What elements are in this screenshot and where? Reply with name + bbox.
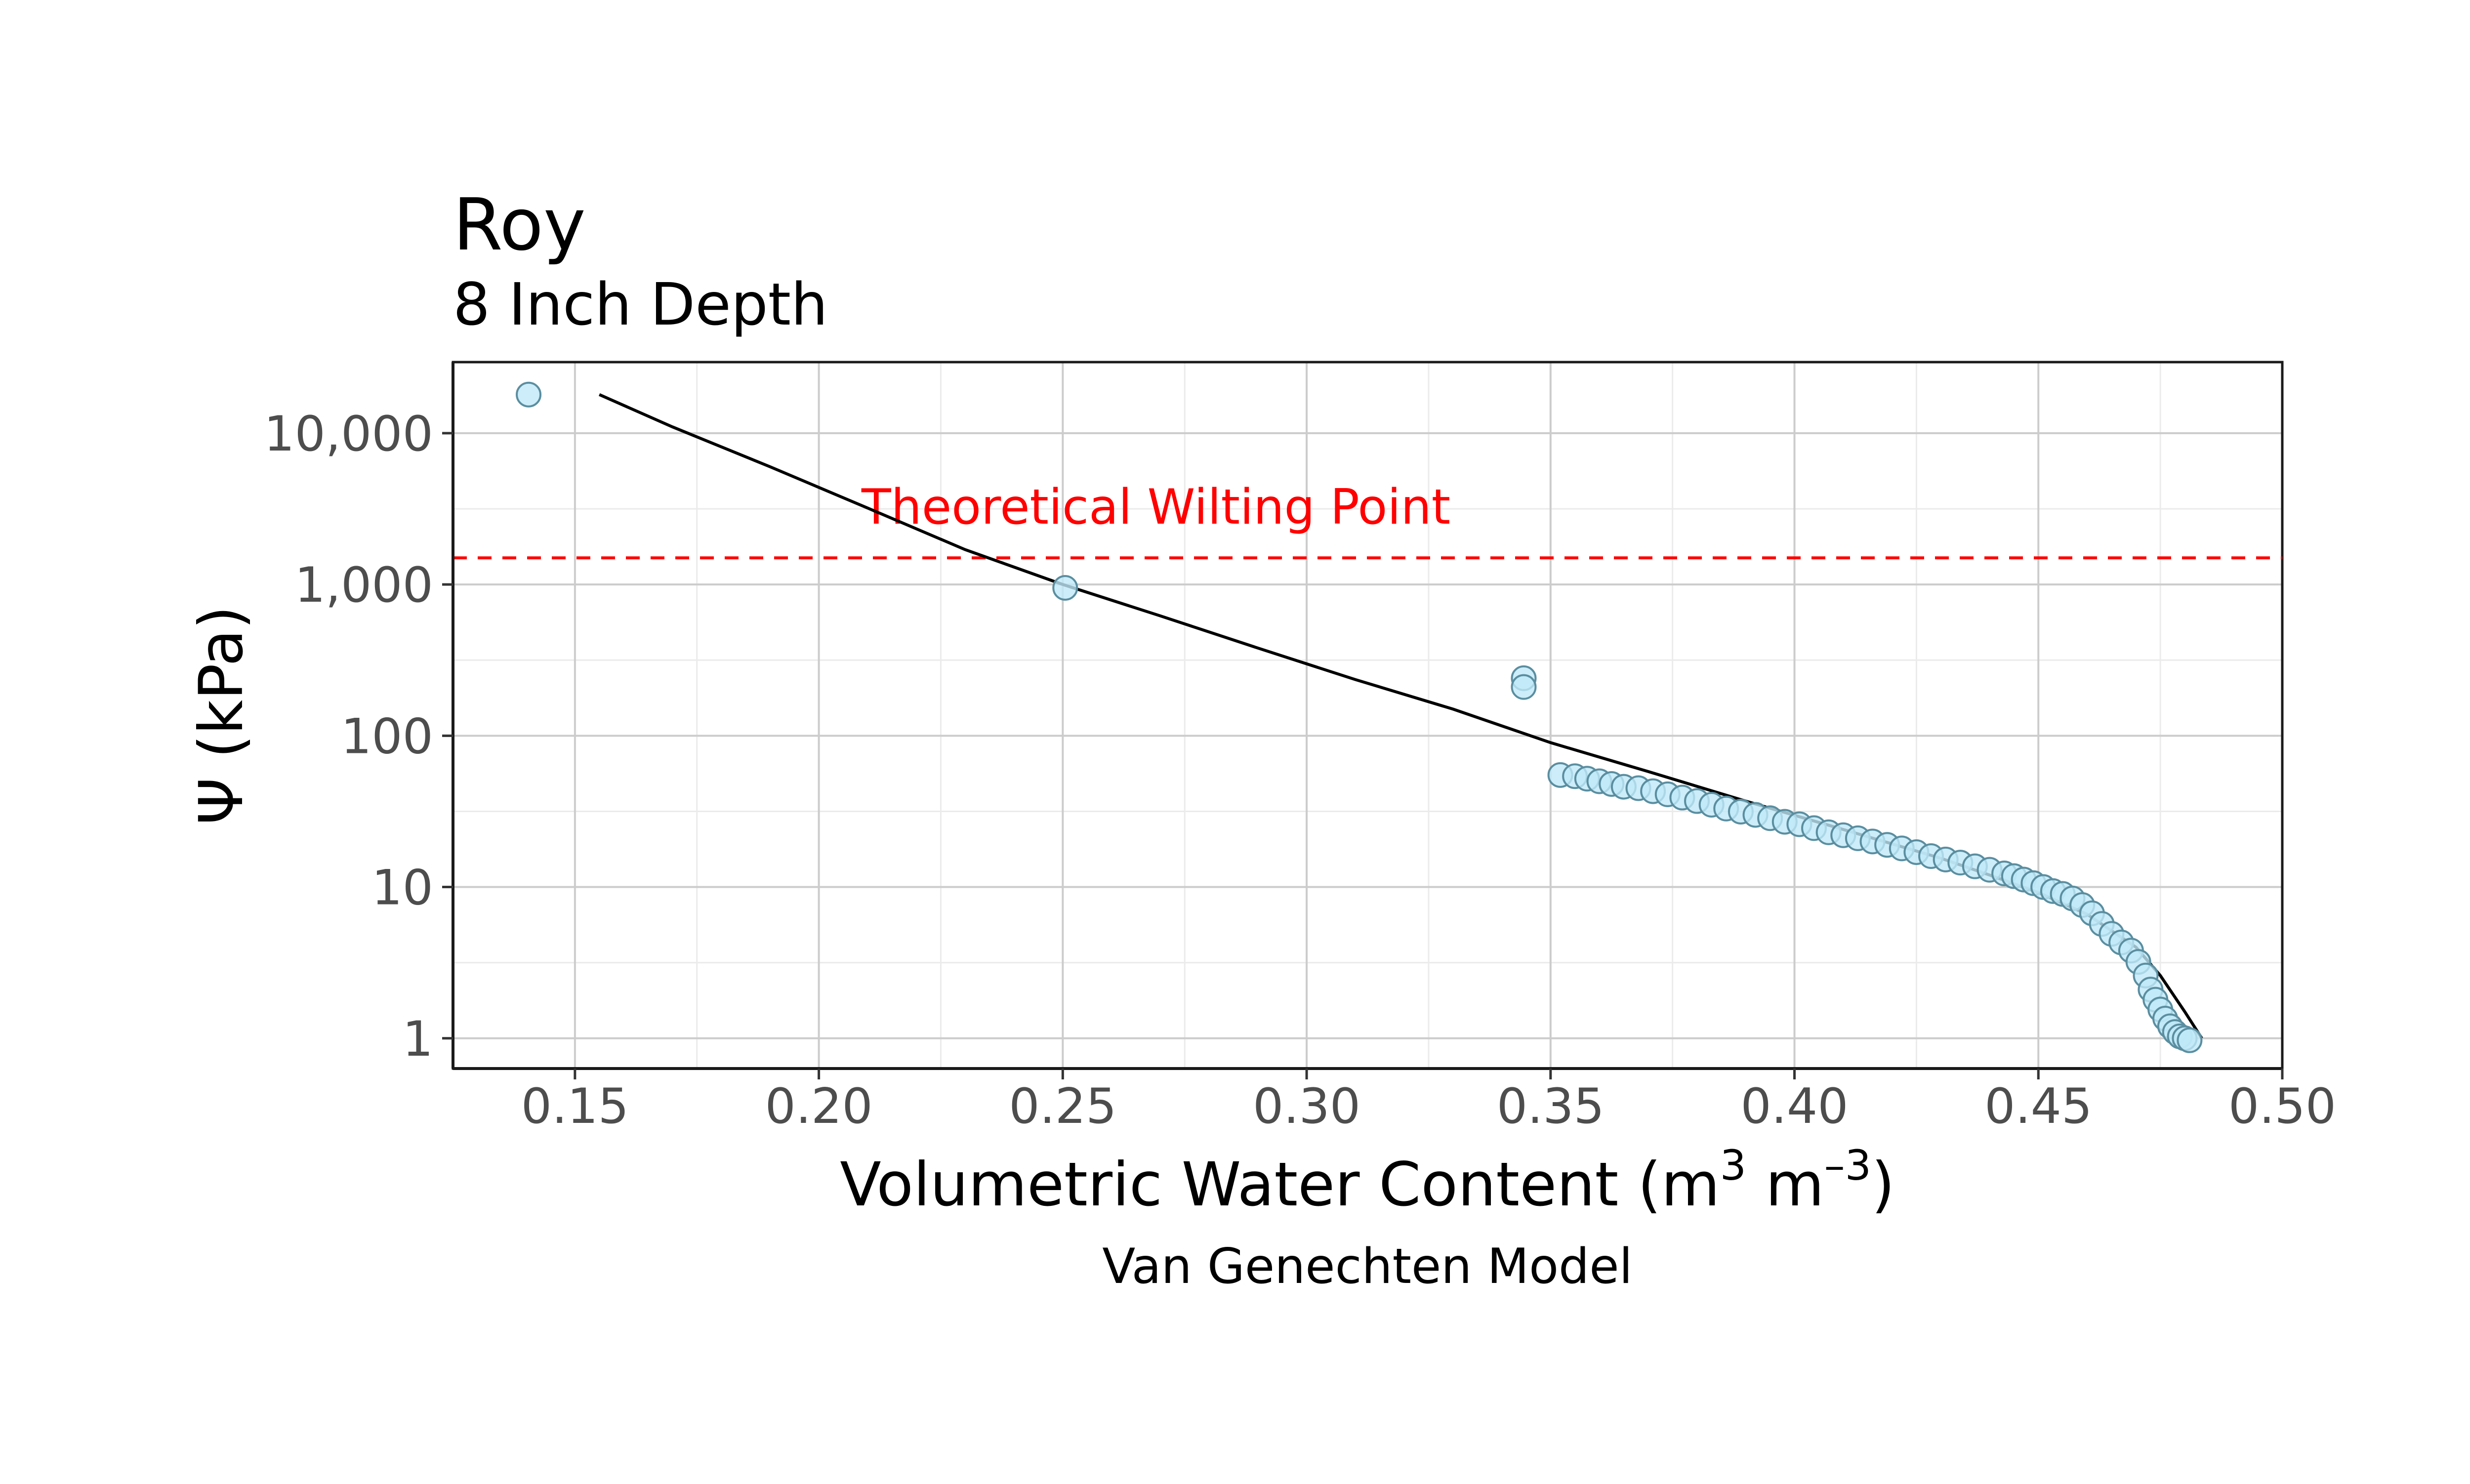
x-axis-title: Volumetric Water Content (m3 m–3): [840, 1141, 1894, 1220]
major-gridlines: [453, 362, 2283, 1069]
data-point: [2177, 1027, 2203, 1053]
data-point: [516, 381, 542, 408]
x-tick-label: 0.35: [1497, 1078, 1605, 1135]
y-axis-title: Ψ (kPa): [186, 606, 256, 825]
minor-gridlines: [453, 362, 2282, 1069]
y-tick-label: 1: [403, 1011, 433, 1068]
chart-title: Roy: [453, 183, 586, 267]
x-axis-ticks: 0.15 0.20 0.25 0.30 0.35 0.40 0.45 0.50: [521, 1069, 2336, 1135]
wilting-point-label: Theoretical Wilting Point: [861, 479, 1450, 536]
y-tick-label: 1,000: [294, 557, 433, 614]
data-point: [1511, 674, 1537, 700]
y-axis-ticks: 1 10 100 1,000 10,000: [264, 406, 453, 1068]
x-tick-label: 0.25: [1009, 1078, 1116, 1135]
x-tick-label: 0.40: [1740, 1078, 1848, 1135]
chart-caption: Van Genechten Model: [1102, 1238, 1633, 1295]
y-tick-label: 10: [371, 860, 433, 916]
x-tick-label: 0.20: [765, 1078, 872, 1135]
y-tick-label: 100: [341, 708, 433, 765]
observed-points: [516, 381, 2203, 1053]
x-tick-label: 0.50: [2228, 1078, 2336, 1135]
x-tick-label: 0.15: [521, 1078, 629, 1135]
x-tick-label: 0.30: [1253, 1078, 1360, 1135]
chart-subtitle: 8 Inch Depth: [453, 270, 828, 338]
x-tick-label: 0.45: [1984, 1078, 2092, 1135]
y-tick-label: 10,000: [264, 406, 433, 462]
data-point: [1052, 575, 1078, 601]
